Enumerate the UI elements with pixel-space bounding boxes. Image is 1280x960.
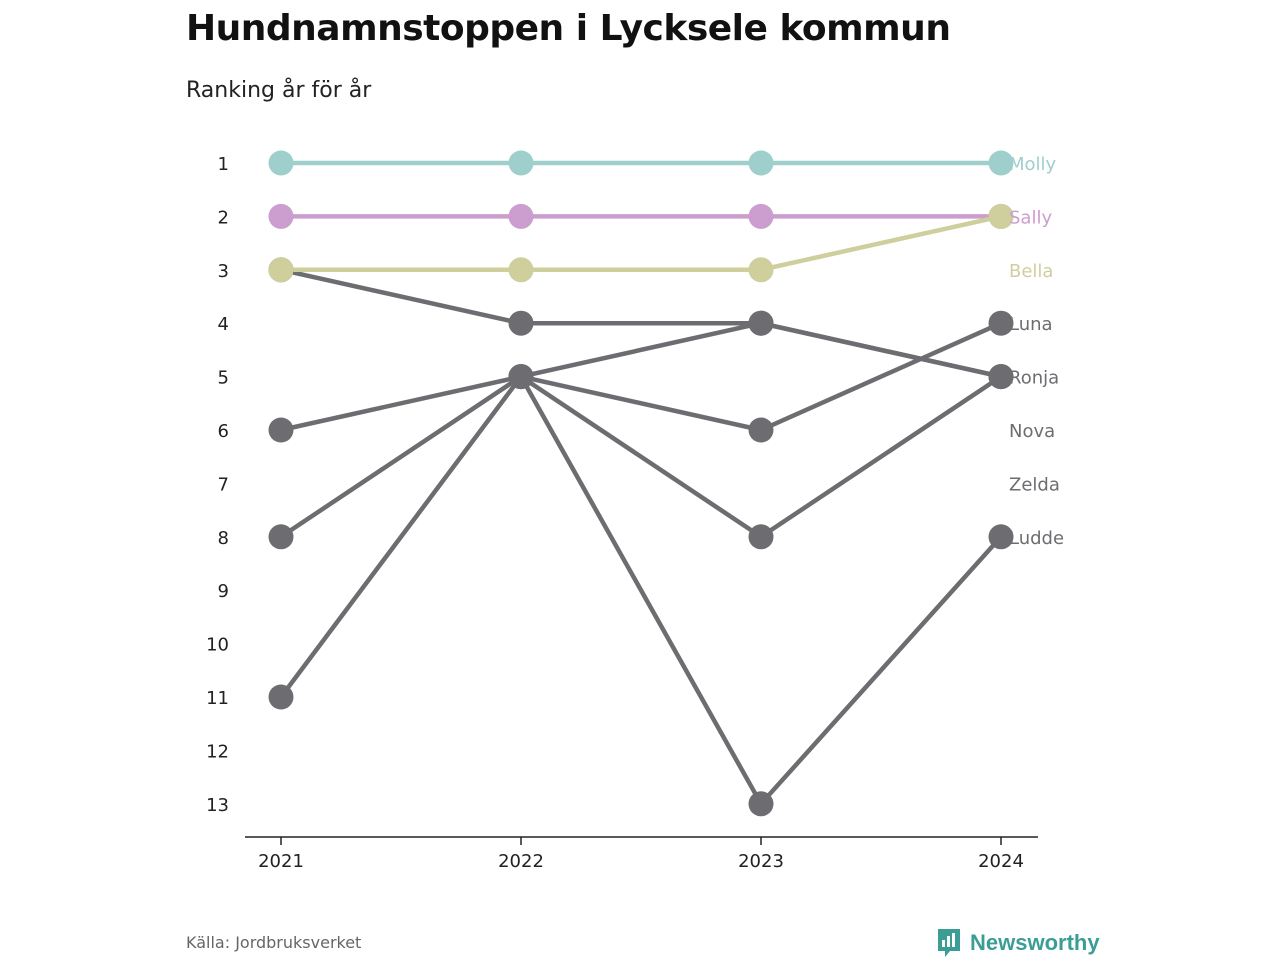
y-tick-label: 10 — [206, 635, 229, 656]
data-point-sally — [508, 203, 534, 229]
series-points — [268, 150, 1014, 817]
data-point-luna — [988, 310, 1014, 336]
series-lines — [278, 160, 1004, 807]
y-tick-label: 9 — [218, 581, 229, 602]
data-point-ludde — [748, 791, 774, 817]
data-point-ludde — [988, 524, 1014, 550]
x-tick-label: 2024 — [978, 851, 1024, 872]
series-line-bella — [278, 214, 1004, 273]
series-line-luna — [278, 320, 1004, 433]
y-tick-label: 4 — [218, 314, 229, 335]
data-point-luna — [268, 417, 294, 443]
brand-logo[interactable]: Newsworthy — [936, 927, 1100, 959]
newsworthy-logo-icon — [938, 929, 960, 957]
series-label-molly: Molly — [1009, 154, 1057, 175]
data-point-molly — [268, 150, 294, 176]
data-point-luna — [748, 417, 774, 443]
data-point-sally — [268, 203, 294, 229]
x-tick-label: 2023 — [738, 851, 784, 872]
data-point-sally — [748, 203, 774, 229]
data-point-bella — [748, 257, 774, 283]
y-tick-label: 2 — [218, 207, 229, 228]
chart-title: Hundnamnstoppen i Lycksele kommun — [186, 8, 951, 49]
series-label-sally: Sally — [1009, 207, 1052, 228]
brand-name: Newsworthy — [970, 930, 1100, 955]
y-tick-label: 6 — [218, 421, 229, 442]
series-label-ronja: Ronja — [1009, 368, 1059, 389]
data-point-molly — [748, 150, 774, 176]
data-point-bella — [988, 203, 1014, 229]
data-point-nova — [748, 310, 774, 336]
y-tick-label: 7 — [218, 474, 229, 495]
data-point-zelda — [988, 364, 1014, 390]
series-label-ludde: Ludde — [1009, 528, 1064, 549]
series-line-zelda — [278, 374, 1004, 700]
y-tick-label: 11 — [206, 688, 229, 709]
data-point-ludde — [508, 364, 534, 390]
data-point-ronja — [508, 310, 534, 336]
series-line-ronja — [278, 267, 1004, 379]
series-labels: Molly Sally Bella Luna Ronja Nova Zelda Ludde — [1009, 154, 1064, 549]
y-tick-label: 12 — [206, 741, 229, 762]
series-label-nova: Nova — [1009, 421, 1055, 442]
y-tick-label: 13 — [206, 795, 229, 816]
series-label-luna: Luna — [1009, 314, 1053, 335]
y-tick-label: 8 — [218, 528, 229, 549]
series-label-bella: Bella — [1009, 261, 1053, 282]
x-axis: 2021 2022 2023 2024 — [245, 836, 1038, 872]
chart-subtitle: Ranking år för år — [186, 78, 372, 103]
y-tick-label: 3 — [218, 261, 229, 282]
data-point-molly — [988, 150, 1014, 176]
data-point-zelda — [748, 524, 774, 550]
data-point-molly — [508, 150, 534, 176]
data-point-bella — [268, 257, 294, 283]
x-tick-label: 2022 — [498, 851, 544, 872]
series-line-nova — [278, 320, 1004, 540]
y-tick-label: 5 — [218, 368, 229, 389]
data-point-bella — [508, 257, 534, 283]
x-tick-label: 2021 — [258, 851, 304, 872]
y-tick-label: 1 — [218, 154, 229, 175]
source-note: Källa: Jordbruksverket — [186, 933, 362, 952]
series-label-zelda: Zelda — [1009, 474, 1060, 495]
data-point-zelda — [268, 684, 294, 710]
data-point-nova — [268, 524, 294, 550]
